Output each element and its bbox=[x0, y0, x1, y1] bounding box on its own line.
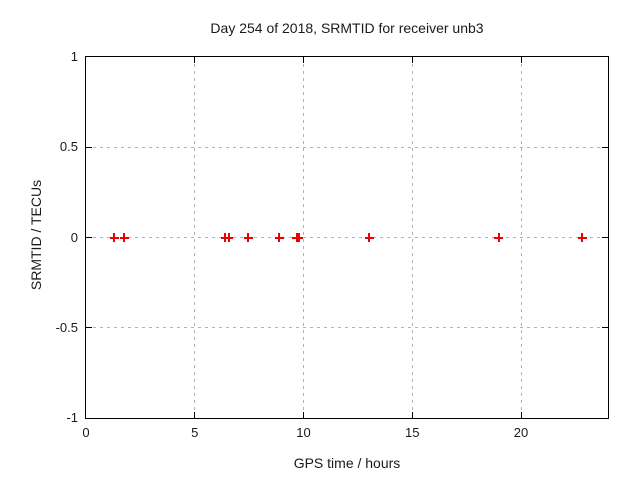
ytick-mark-right bbox=[602, 327, 608, 329]
plus-marker-vbar bbox=[497, 233, 500, 242]
data-point-marker bbox=[224, 233, 234, 242]
gridline-y--0.5 bbox=[86, 327, 608, 329]
xtick-mark-bottom bbox=[411, 412, 413, 418]
plus-marker-vbar bbox=[297, 233, 300, 242]
ytick-mark-left bbox=[86, 237, 92, 238]
data-point-marker bbox=[294, 233, 304, 242]
ytick-mark-left bbox=[86, 146, 92, 148]
xtick-mark-bottom bbox=[194, 412, 196, 418]
plus-marker-vbar bbox=[368, 233, 371, 242]
ytick-label: 1 bbox=[70, 49, 78, 64]
gridline-x-5 bbox=[194, 57, 196, 418]
xtick-mark-bottom bbox=[520, 412, 522, 418]
plus-marker-vbar bbox=[581, 233, 584, 242]
x-axis-label: GPS time / hours bbox=[293, 455, 401, 471]
ytick-label: 0 bbox=[70, 229, 78, 245]
data-point-marker bbox=[364, 233, 374, 242]
gridline-x-15 bbox=[411, 57, 413, 418]
plot-area: -1 -0.5 0 0.5 1 0 5 10 15 20 bbox=[56, 50, 609, 440]
plus-marker-vbar bbox=[278, 233, 281, 242]
ytick-label: -1 bbox=[66, 410, 78, 425]
xtick-label: 20 bbox=[513, 425, 529, 440]
gridline-y-0 bbox=[86, 237, 608, 238]
xtick-label: 0 bbox=[82, 425, 90, 440]
xtick-mark-top bbox=[303, 57, 304, 63]
gridline-y-0.5 bbox=[86, 146, 608, 148]
xtick-label: 10 bbox=[296, 425, 311, 440]
plus-marker-vbar bbox=[123, 233, 126, 242]
data-point-marker bbox=[243, 233, 253, 242]
plus-marker-vbar bbox=[113, 233, 116, 242]
ytick-mark-left bbox=[86, 327, 92, 329]
xtick-label: 5 bbox=[191, 425, 199, 440]
data-point-marker bbox=[577, 233, 587, 242]
xtick-mark-bottom bbox=[303, 412, 304, 418]
xtick-mark-top bbox=[520, 57, 522, 63]
ytick-mark-right bbox=[602, 146, 608, 148]
xtick-mark-top bbox=[411, 57, 413, 63]
gridline-x-20 bbox=[520, 57, 522, 418]
xtick-label: 15 bbox=[405, 425, 420, 440]
data-point-marker bbox=[494, 233, 504, 242]
data-point-marker bbox=[274, 233, 284, 242]
data-point-marker bbox=[109, 233, 119, 242]
ytick-label: 0.5 bbox=[59, 139, 78, 155]
ytick-mark-right bbox=[602, 237, 608, 238]
data-point-marker bbox=[119, 233, 129, 242]
gridline-x-10 bbox=[303, 57, 304, 418]
ytick-label: -0.5 bbox=[55, 319, 78, 335]
xtick-mark-top bbox=[194, 57, 196, 63]
plus-marker-vbar bbox=[247, 233, 250, 242]
plus-marker-vbar bbox=[227, 233, 230, 242]
chart-title: Day 254 of 2018, SRMTID for receiver unb… bbox=[210, 20, 484, 36]
